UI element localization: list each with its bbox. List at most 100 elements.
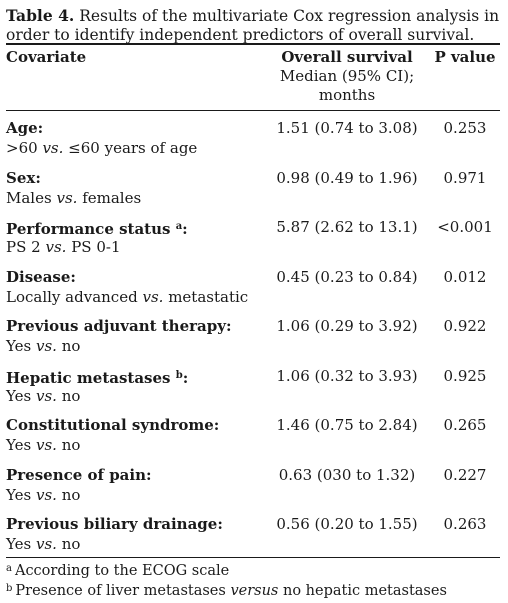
comparison-vs: vs. (56, 188, 78, 207)
comparison-left: >60 (6, 139, 38, 157)
comparison: PS 2 vs. PS 0-1 (6, 237, 121, 257)
comparison: Yes vs. no (6, 534, 80, 554)
footnote-marker: a (175, 221, 183, 232)
table-row: Sex: Males vs. females 0.98 (0.49 to 1.96)… (6, 168, 502, 216)
footnote-b-mark: b (6, 583, 13, 594)
table-row: Previous adjuvant therapy: Yes vs. no 1.06… (6, 316, 502, 364)
p-value: 0.227 (443, 465, 487, 484)
overall-survival-value: 0.98 (0.49 to 1.96) (276, 168, 418, 187)
comparison: Yes vs. no (6, 435, 80, 455)
covariate-name: Previous biliary drainage: (6, 514, 223, 534)
table-row: Age: >60 vs. ≤60 years of age 1.51 (0.74 t… (6, 118, 502, 166)
comparison-right: females (82, 188, 142, 207)
header-os-title: Overall survival (281, 48, 413, 66)
comparison-left: Yes (6, 485, 32, 504)
header-rule (6, 110, 500, 111)
covariate-colon: : (182, 368, 189, 387)
overall-survival-value: 5.87 (2.62 to 13.1) (276, 218, 418, 236)
comparison-left: Males (6, 188, 52, 207)
comparison-left: PS 2 (6, 238, 41, 256)
comparison-right: no (61, 337, 81, 355)
comparison: >60 vs. ≤60 years of age (6, 138, 197, 158)
footnote-marker: b (175, 369, 183, 381)
comparison-right: ≤60 years of age (68, 139, 198, 157)
table-row: Disease: Locally advanced vs. metastatic 0… (6, 267, 502, 315)
footnote-b-pre: Presence of liver metastases (15, 583, 226, 599)
p-value: 0.971 (443, 168, 487, 187)
comparison: Locally advanced vs. metastatic (6, 287, 248, 307)
comparison-vs: vs. (142, 287, 164, 306)
covariate-name-text: Presence of pain: (6, 465, 152, 484)
comparison: Males vs. females (6, 188, 141, 208)
table-row: Performance status a: PS 2 vs. PS 0-1 5.87… (6, 217, 502, 265)
caption-label: Table 4. (6, 6, 75, 25)
covariate-name: Hepatic metastases b: (6, 366, 188, 388)
comparison-right: PS 0-1 (71, 238, 121, 256)
covariate-colon: : (182, 220, 188, 238)
header-os-unit: months (318, 86, 376, 104)
overall-survival-value: 0.56 (0.20 to 1.55) (276, 515, 418, 533)
covariate-name: Performance status a: (6, 217, 188, 239)
footnote-a-text: According to the ECOG scale (14, 563, 230, 579)
covariate-name-text: Age: (6, 119, 44, 137)
covariate-name: Disease: (6, 267, 76, 287)
comparison-vs: vs. (35, 386, 57, 405)
comparison-right: no (61, 485, 81, 504)
table-row: Constitutional syndrome: Yes vs. no 1.46 (… (6, 415, 502, 463)
comparison-vs: vs. (45, 238, 67, 256)
header-p-value: P value (434, 48, 496, 66)
covariate-name: Constitutional syndrome: (6, 415, 219, 435)
overall-survival-value: 0.63 (030 to 1.32) (278, 465, 416, 484)
covariate-name-text: Sex: (6, 168, 41, 187)
top-rule (6, 43, 500, 45)
comparison-vs: vs. (35, 535, 57, 553)
comparison-vs: vs. (35, 485, 57, 504)
overall-survival-value: 1.46 (0.75 to 2.84) (276, 416, 418, 434)
covariate-name: Age: (6, 118, 43, 138)
p-value: 0.253 (443, 119, 487, 137)
covariate-name: Previous adjuvant therapy: (6, 316, 232, 336)
table-row: Hepatic metastases b: Yes vs. no 1.06 (0.3… (6, 366, 502, 414)
covariate-name-text: Performance status (6, 220, 171, 238)
footnote-b-versus: versus (230, 583, 279, 599)
comparison-vs: vs. (35, 436, 57, 454)
header-covariate: Covariate (6, 48, 87, 66)
comparison-vs: vs. (42, 139, 64, 157)
p-value: 0.265 (443, 416, 487, 434)
header-overall-survival: Overall survival Median (95% CI); months (272, 48, 422, 105)
covariate-name-text: Disease: (6, 267, 76, 286)
header-os-subtitle: Median (95% CI); (279, 67, 415, 85)
covariate-name-text: Previous adjuvant therapy: (6, 317, 232, 335)
comparison-right: no (61, 535, 81, 553)
covariate-name-text: Constitutional syndrome: (6, 416, 220, 434)
p-value: <0.001 (437, 218, 493, 236)
covariate-name: Presence of pain: (6, 465, 152, 485)
overall-survival-value: 1.06 (0.32 to 3.93) (276, 366, 418, 385)
comparison: Yes vs. no (6, 386, 80, 406)
comparison-left: Yes (6, 436, 32, 454)
comparison: Yes vs. no (6, 485, 80, 505)
footnote-b-post: no hepatic metastases (282, 583, 447, 599)
overall-survival-value: 1.06 (0.29 to 3.92) (276, 317, 418, 335)
covariate-name-text: Hepatic metastases (6, 368, 171, 387)
p-value: 0.012 (443, 267, 487, 286)
comparison-vs: vs. (35, 337, 57, 355)
overall-survival-value: 1.51 (0.74 to 3.08) (276, 119, 418, 137)
p-value: 0.263 (443, 515, 487, 533)
p-value: 0.925 (443, 366, 487, 385)
comparison-left: Locally advanced (6, 287, 138, 306)
overall-survival-value: 0.45 (0.23 to 0.84) (276, 267, 418, 286)
comparison-left: Yes (6, 535, 32, 553)
caption-text: Results of the multivariate Cox regressi… (6, 7, 500, 44)
comparison-right: no (61, 436, 81, 454)
p-value: 0.922 (443, 317, 487, 335)
table-row: Previous biliary drainage: Yes vs. no 0.56… (6, 514, 502, 562)
footnote-a: a According to the ECOG scale (6, 559, 229, 581)
comparison: Yes vs. no (6, 336, 80, 356)
comparison-right: no (61, 386, 81, 405)
bottom-rule (6, 557, 500, 558)
comparison-left: Yes (6, 337, 32, 355)
table-caption: Table 4. Results of the multivariate Cox… (6, 6, 502, 45)
footnote-a-mark: a (6, 563, 12, 574)
comparison-left: Yes (6, 386, 32, 405)
